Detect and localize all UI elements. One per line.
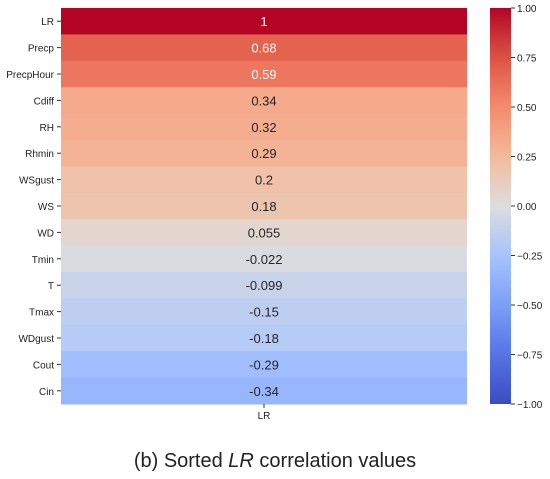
heatmap-cell	[61, 140, 467, 167]
row-label: WSgust	[19, 176, 54, 187]
colorbar-tick-label: 0.50	[517, 103, 537, 114]
heatmap-cell	[61, 60, 467, 88]
row-label: RH	[40, 123, 54, 134]
colorbar-tick-label: −1.00	[517, 400, 543, 411]
cell-value-label: 0.34	[251, 93, 276, 108]
colorbar-tick-label: −0.75	[517, 351, 543, 362]
cell-value-label: -0.18	[249, 331, 279, 346]
heatmap-cell	[61, 113, 467, 141]
heatmap-cell	[61, 351, 467, 379]
row-label: WDgust	[18, 334, 54, 345]
colorbar-tick-label: 0.00	[517, 202, 537, 213]
column-labels: LR	[258, 404, 271, 422]
row-label: WS	[38, 202, 54, 213]
caption-prefix: (b) Sorted	[133, 450, 229, 472]
row-label: Cout	[33, 360, 54, 371]
heatmap-cell	[61, 219, 467, 247]
colorbar-tick-label: 0.25	[517, 153, 537, 164]
cell-value-label: 0.2	[255, 173, 273, 188]
heatmap-cell	[61, 324, 467, 352]
row-label: LR	[41, 17, 54, 28]
row-labels: LR Precp PrecpHour Cdiff RH Rhmin WSgust WS WD Tm…	[6, 17, 61, 398]
row-label: Tmax	[29, 308, 54, 319]
cell-value-label: -0.099	[246, 278, 283, 293]
heatmap-cells: 1 0.68 0.59 0.34 0.32 0.29 0.2 0.18 0.055 -0.022 -…	[61, 8, 467, 405]
colorbar-tick-label: −0.50	[517, 301, 543, 312]
figure-caption: (b) Sorted LR correlation values	[0, 450, 550, 473]
cell-value-label: 0.29	[251, 146, 276, 161]
row-label: Cin	[39, 387, 54, 398]
row-label: WD	[37, 228, 54, 239]
heatmap-cell	[61, 166, 467, 194]
row-label: Tmin	[32, 255, 54, 266]
caption-suffix: correlation values	[253, 450, 417, 472]
cell-value-label: -0.022	[246, 252, 283, 267]
cell-value-label: 0.18	[251, 199, 276, 214]
heatmap-cell	[61, 298, 467, 326]
heatmap-cell	[61, 192, 467, 220]
colorbar-gradient	[490, 8, 511, 404]
heatmap-cell	[61, 272, 467, 299]
cell-value-label: -0.34	[249, 384, 279, 399]
cell-value-label: 0.32	[251, 120, 276, 135]
row-label: Rhmin	[25, 149, 54, 160]
cell-value-label: 0.055	[248, 225, 281, 240]
cell-value-label: 0.68	[251, 41, 276, 56]
row-label: Cdiff	[34, 96, 55, 107]
row-label: Precp	[28, 44, 55, 55]
cell-value-label: 1	[260, 14, 267, 29]
cell-value-label: -0.15	[249, 305, 279, 320]
colorbar: 1.00 0.75 0.50 0.25 0.00 −0.25 −0.50 −0.75 −1.00	[490, 4, 543, 411]
heatmap-cell	[61, 8, 467, 35]
cell-value-label: 0.59	[251, 67, 276, 82]
colorbar-tick-label: 0.75	[517, 54, 537, 65]
caption-emphasis: LR	[228, 450, 254, 472]
heatmap-cell	[61, 245, 467, 273]
colorbar-tick-label: 1.00	[517, 4, 537, 15]
row-label: T	[48, 281, 54, 292]
heatmap-cell	[61, 87, 467, 115]
heatmap-cell	[61, 34, 467, 62]
cell-value-label: -0.29	[249, 357, 279, 372]
correlation-heatmap: 1 0.68 0.59 0.34 0.32 0.29 0.2 0.18 0.055 -0.022 -…	[6, 4, 543, 422]
row-label: PrecpHour	[6, 70, 54, 81]
colorbar-tick-label: −0.25	[517, 252, 543, 263]
column-label: LR	[258, 411, 271, 422]
heatmap-cell	[61, 377, 467, 405]
